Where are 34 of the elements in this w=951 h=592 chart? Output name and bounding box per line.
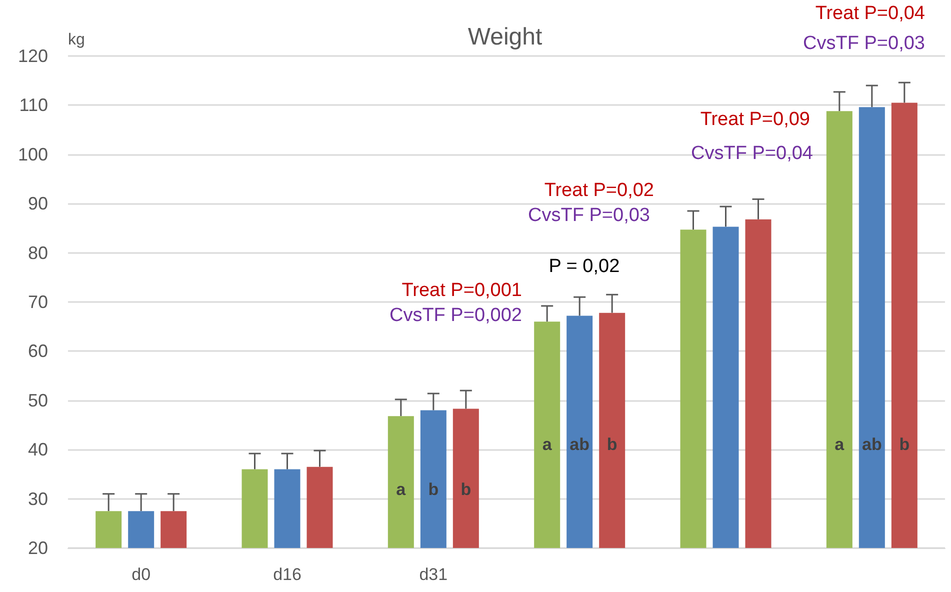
y-tick-label: 110 — [19, 95, 48, 116]
y-tick-label: 60 — [28, 341, 48, 362]
annotation: Treat P=0,001 — [402, 280, 522, 301]
annotation: Treat P=0,02 — [544, 180, 654, 201]
annotation: CvsTF P=0,002 — [389, 305, 522, 326]
y-tick-label: 80 — [28, 242, 48, 263]
y-axis-title: kg — [68, 32, 85, 48]
annotation: CvsTF P=0,03 — [528, 205, 650, 226]
data-label: ab — [862, 435, 882, 454]
y-tick-label: 40 — [28, 440, 48, 460]
x-tick-label: d0 — [132, 565, 151, 584]
y-tick-label: 70 — [28, 292, 48, 312]
data-label: b — [606, 435, 618, 454]
data-label: a — [396, 480, 406, 499]
y-tick-label: 20 — [28, 538, 48, 558]
y-tick-label: 50 — [28, 390, 48, 410]
data-label: b — [899, 435, 910, 454]
annotation: P = 0,02 — [548, 256, 620, 277]
x-tick-label: d31 — [419, 565, 448, 584]
data-label: b — [428, 480, 439, 499]
annotation: CvsTF P=0,04 — [691, 143, 814, 164]
data-label: a — [542, 435, 552, 454]
y-tick-label: 120 — [18, 46, 48, 66]
annotation: Treat P=0,09 — [700, 109, 810, 130]
text: Treat P=0,04 — [815, 3, 926, 24]
data-label: b — [460, 480, 472, 499]
data-label: a — [834, 435, 845, 454]
data-label: ab — [570, 435, 590, 454]
y-tick-label: 100 — [18, 144, 48, 164]
chart-title: Weight — [468, 24, 542, 50]
text: CvsTF P=0,03 — [803, 33, 926, 54]
y-tick-label: 90 — [28, 194, 48, 214]
x-tick-label: d16 — [273, 565, 302, 584]
y-tick-label: 30 — [28, 488, 48, 509]
